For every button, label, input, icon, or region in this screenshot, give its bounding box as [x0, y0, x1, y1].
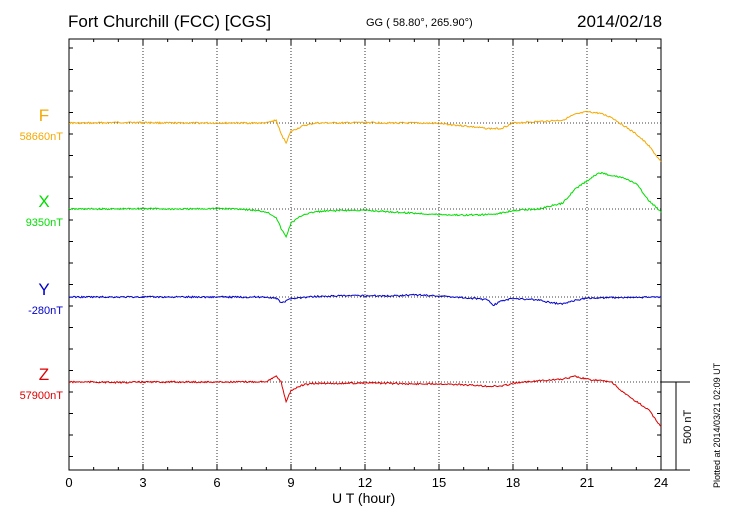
x-axis-label: U T (hour) — [332, 490, 396, 506]
series-baseline-x: 9350nT — [26, 217, 64, 229]
station-title: Fort Churchill (FCC) [CGS] — [68, 12, 272, 31]
x-tick-label: 6 — [213, 475, 220, 490]
plotted-at-note: Plotted at 2014/03/21 02:09 UT — [712, 362, 722, 488]
series-baseline-f: 58660nT — [20, 131, 64, 143]
x-tick-label: 24 — [654, 475, 668, 490]
x-tick-label: 21 — [580, 475, 594, 490]
series-baseline-z: 57900nT — [20, 390, 64, 402]
series-baseline-y: -280nT — [28, 305, 63, 317]
series-name-y: Y — [38, 280, 49, 299]
scale-bar-label: 500 nT — [682, 409, 694, 444]
x-tick-label: 12 — [358, 475, 372, 490]
series-name-z: Z — [39, 365, 49, 384]
series-line-f — [68, 110, 662, 162]
series-line-z — [68, 375, 662, 427]
plot-date: 2014/02/18 — [577, 12, 663, 31]
x-tick-label: 3 — [139, 475, 146, 490]
x-tick-label: 18 — [506, 475, 520, 490]
series-name-f: F — [39, 106, 49, 125]
series-line-x — [68, 171, 662, 239]
series-name-x: X — [38, 192, 49, 211]
series-line-y — [68, 293, 662, 307]
x-tick-label: 9 — [287, 475, 294, 490]
station-coordinates: GG ( 58.80°, 265.90°) — [366, 17, 473, 29]
x-tick-label: 0 — [65, 475, 72, 490]
x-tick-label: 15 — [432, 475, 446, 490]
